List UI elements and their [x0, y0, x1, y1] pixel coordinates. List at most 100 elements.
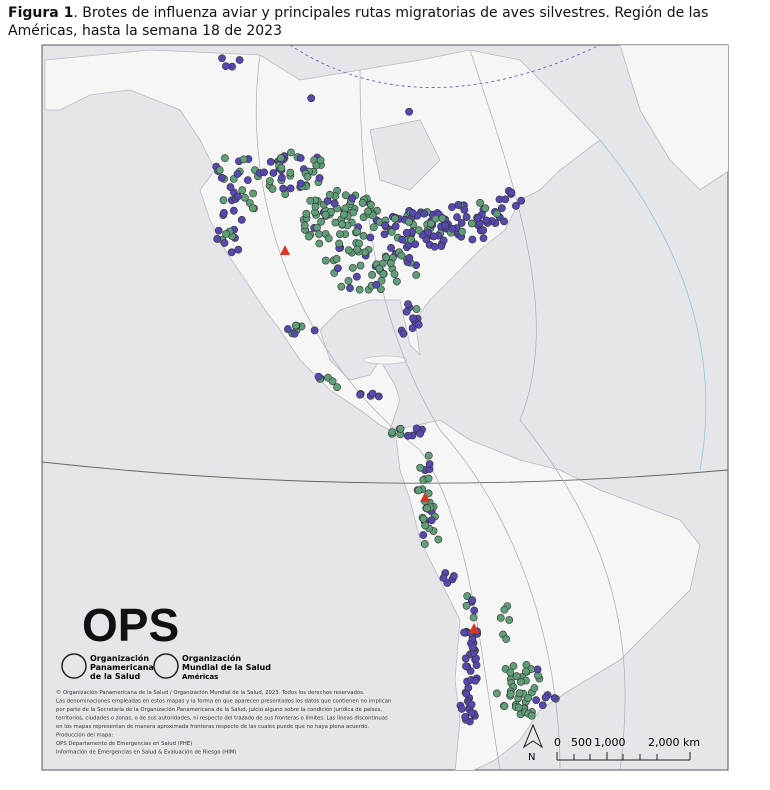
outbreak-marker — [530, 684, 539, 692]
outbreak-marker — [220, 208, 228, 217]
outbreak-marker — [266, 157, 275, 166]
outbreak-marker — [234, 245, 243, 254]
disclaimer: © Organización Panamericana de la Salud … — [56, 689, 391, 756]
outbreak-marker — [218, 54, 226, 63]
caption-line: Américas, hasta la semana 18 de 2023 — [8, 23, 282, 39]
outbreak-marker — [286, 168, 295, 177]
outbreak-marker — [434, 535, 443, 544]
outbreak-marker — [457, 219, 466, 227]
land-north-america — [44, 49, 601, 431]
outbreak-marker — [411, 240, 420, 249]
outbreak-marker — [300, 221, 309, 230]
logo-icon — [61, 653, 87, 679]
disclaimer-line: en los mapas representan de manera aprox… — [56, 724, 369, 730]
outbreak-marker — [348, 194, 356, 202]
outbreak-marker — [403, 431, 412, 440]
outbreak-marker — [461, 654, 470, 663]
outbreak-marker — [506, 668, 515, 677]
outbreak-marker — [471, 676, 480, 685]
logo-text: Américas — [182, 673, 218, 681]
north-arrow-icon — [522, 723, 544, 749]
scale-label: 500 — [571, 736, 592, 749]
triangle-marker — [280, 245, 290, 255]
outbreak-marker — [424, 228, 433, 237]
outbreak-marker — [316, 156, 325, 165]
outbreak-marker — [331, 218, 340, 227]
outbreak-marker — [333, 264, 342, 273]
outbreak-marker — [467, 708, 476, 717]
outbreak-marker — [507, 188, 516, 197]
outbreak-marker — [249, 189, 258, 198]
outbreak-marker — [501, 195, 510, 204]
logo-text: de la Salud — [90, 672, 140, 681]
outbreak-marker — [382, 253, 390, 262]
hudson-bay — [369, 119, 441, 191]
outbreak-marker — [419, 531, 428, 539]
outbreak-marker — [391, 214, 399, 223]
outbreak-marker — [468, 643, 477, 652]
outbreak-marker — [356, 390, 364, 399]
outbreak-marker — [369, 223, 378, 232]
outbreak-marker — [467, 700, 476, 709]
outbreak-marker — [462, 662, 470, 671]
outbreak-marker — [237, 215, 246, 224]
outbreak-marker — [414, 226, 423, 235]
outbreak-marker — [470, 606, 479, 615]
outbreak-marker — [424, 474, 433, 483]
outbreak-marker — [505, 616, 514, 624]
outbreak-marker — [372, 280, 381, 289]
outbreak-marker — [296, 179, 305, 188]
outbreak-marker — [468, 596, 477, 605]
outbreak-marker — [500, 605, 509, 614]
outbreak-marker — [215, 166, 224, 175]
outbreak-marker — [474, 214, 482, 223]
outbreak-marker — [392, 277, 401, 286]
outbreak-marker — [532, 696, 541, 705]
outbreak-marker — [420, 540, 429, 548]
outbreak-marker — [325, 190, 334, 199]
outbreak-marker — [355, 285, 364, 294]
outbreak-marker — [214, 226, 223, 235]
outbreak-marker — [337, 282, 346, 291]
outbreak-marker — [333, 383, 341, 392]
equator — [42, 461, 728, 484]
outbreak-marker — [356, 261, 365, 270]
outbreak-marker — [423, 504, 431, 513]
outbreak-marker — [268, 185, 277, 193]
outbreak-marker — [439, 574, 448, 582]
outbreak-marker — [338, 220, 346, 229]
outbreak-marker — [353, 245, 361, 254]
flyway — [469, 49, 626, 770]
outbreak-marker — [461, 712, 470, 721]
outbreak-marker — [269, 169, 278, 177]
scale-ticks — [556, 752, 691, 761]
outbreak-marker — [412, 305, 421, 313]
outbreak-marker — [430, 242, 439, 251]
outbreak-marker — [353, 227, 361, 236]
outbreak-marker — [416, 463, 425, 472]
logo: OPS Organización Panamericana de la Salu… — [61, 599, 271, 681]
outbreak-marker — [286, 184, 295, 193]
outbreak-marker — [448, 224, 457, 233]
disclaimer-line: Las denominaciones empleadas en estos ma… — [56, 699, 391, 705]
outbreak-marker — [514, 703, 523, 712]
outbreak-marker — [441, 221, 450, 230]
outbreak-marker — [427, 516, 436, 525]
outbreak-marker — [438, 214, 447, 223]
outbreak-marker — [460, 628, 468, 637]
outbreak-marker — [404, 217, 413, 226]
outbreak-marker — [467, 219, 476, 228]
outbreak-marker — [276, 154, 285, 162]
outbreak-marker — [341, 204, 350, 213]
outbreak-marker — [424, 451, 433, 460]
outbreak-marker — [517, 196, 526, 205]
outbreak-marker — [367, 200, 375, 209]
outbreak-marker — [429, 232, 438, 241]
outbreak-marker — [453, 213, 461, 222]
outbreak-marker — [217, 173, 226, 182]
outbreak-marker — [317, 217, 325, 226]
outbreak-marker — [243, 176, 252, 185]
outbreak-marker — [260, 168, 268, 177]
outbreak-marker — [235, 56, 244, 64]
outbreak-marker — [283, 325, 292, 333]
